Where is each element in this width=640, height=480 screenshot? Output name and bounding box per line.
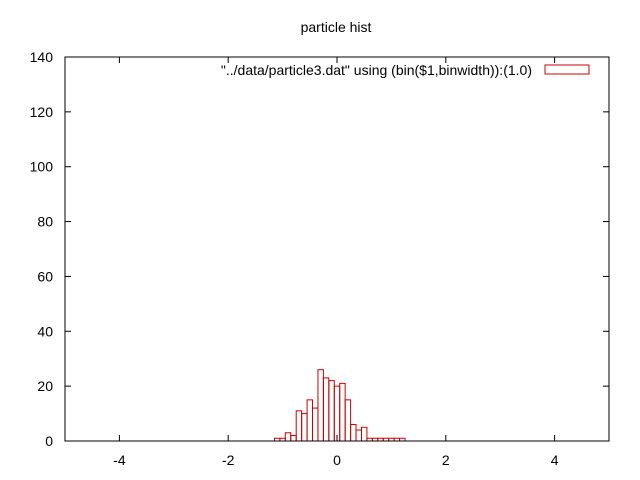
y-tick-label-2: 40 (37, 323, 53, 339)
histogram-bar-16 (360, 426, 368, 442)
chart-title: particle hist (301, 19, 372, 35)
histogram-bar-13 (344, 399, 352, 442)
histogram-bar-8 (317, 369, 324, 442)
x-tick-label-2: 0 (333, 452, 341, 468)
histogram-bar-9 (322, 377, 330, 442)
histogram-bar-14 (350, 424, 357, 442)
x-tick-label-0: -4 (113, 452, 126, 468)
y-tick-label-1: 20 (37, 378, 53, 394)
legend: "../data/particle3.dat" using (bin($1,bi… (221, 62, 590, 78)
histogram-bar-15 (355, 429, 362, 442)
histogram-bar-2 (284, 432, 292, 442)
histogram-bar-11 (333, 385, 341, 442)
x-tick-label-4: 4 (551, 452, 559, 468)
plot-frame (64, 56, 610, 442)
y-tick-label-4: 80 (37, 214, 53, 230)
x-tick-label-1: -2 (222, 452, 235, 468)
bars-group (273, 369, 406, 442)
y-tick-label-7: 140 (30, 49, 54, 65)
histogram-bar-12 (339, 382, 346, 442)
y-tick-label-0: 0 (45, 433, 53, 449)
histogram-bar-7 (312, 407, 319, 442)
y-tick-label-3: 60 (37, 268, 53, 284)
histogram-bar-10 (328, 380, 335, 442)
legend-swatch (544, 64, 590, 75)
legend-label: "../data/particle3.dat" using (bin($1,bi… (221, 62, 532, 78)
x-tick-label-3: 2 (442, 452, 450, 468)
histogram-bar-5 (301, 413, 308, 442)
histogram-bar-6 (306, 399, 314, 442)
histogram-bar-4 (295, 410, 303, 442)
y-tick-label-6: 120 (30, 104, 54, 120)
y-tick-label-5: 100 (30, 159, 54, 175)
histogram-bar-3 (290, 435, 297, 442)
